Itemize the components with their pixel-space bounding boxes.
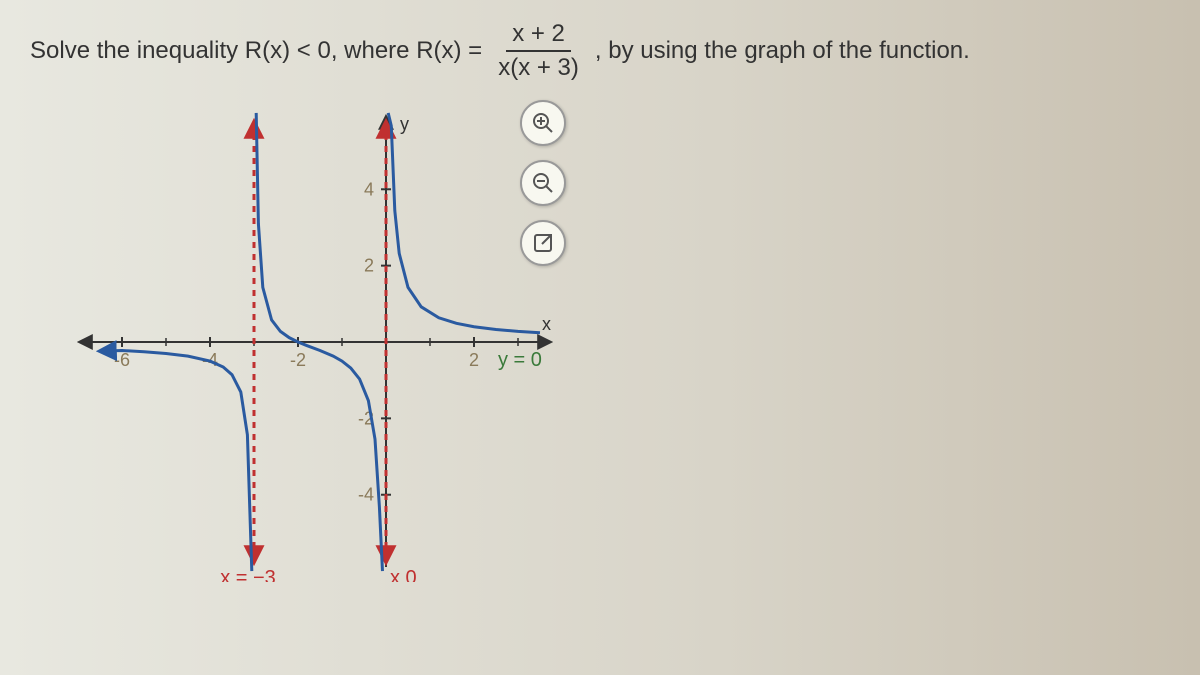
svg-text:-6: -6 xyxy=(114,350,130,370)
svg-text:x = −3: x = −3 xyxy=(220,567,276,582)
question-prefix: Solve the inequality R(x) < 0, where R(x… xyxy=(30,37,482,65)
svg-text:2: 2 xyxy=(364,256,374,276)
svg-text:y = 0: y = 0 xyxy=(498,349,542,371)
graph-toolbar xyxy=(520,100,566,266)
expand-icon xyxy=(531,231,555,255)
svg-text:x 0: x 0 xyxy=(390,567,417,582)
denominator: x(x + 3) xyxy=(492,52,585,82)
function-graph: -6-4-2242-2-4yxy = 0x = −3x 0 xyxy=(70,102,570,582)
svg-text:2: 2 xyxy=(469,350,479,370)
svg-text:x: x xyxy=(542,314,551,334)
graph-canvas: -6-4-2242-2-4yxy = 0x = −3x 0 xyxy=(70,102,570,582)
svg-text:4: 4 xyxy=(364,179,374,199)
zoom-in-icon xyxy=(531,111,555,135)
zoom-out-button[interactable] xyxy=(520,160,566,206)
svg-text:-2: -2 xyxy=(290,350,306,370)
numerator: x + 2 xyxy=(506,20,571,52)
svg-text:-4: -4 xyxy=(358,485,374,505)
question-text: Solve the inequality R(x) < 0, where R(x… xyxy=(30,20,1170,82)
question-suffix: , by using the graph of the function. xyxy=(595,37,970,65)
zoom-in-button[interactable] xyxy=(520,100,566,146)
rational-expression: x + 2 x(x + 3) xyxy=(492,20,585,82)
svg-text:y: y xyxy=(400,114,409,134)
expand-button[interactable] xyxy=(520,220,566,266)
zoom-out-icon xyxy=(531,171,555,195)
